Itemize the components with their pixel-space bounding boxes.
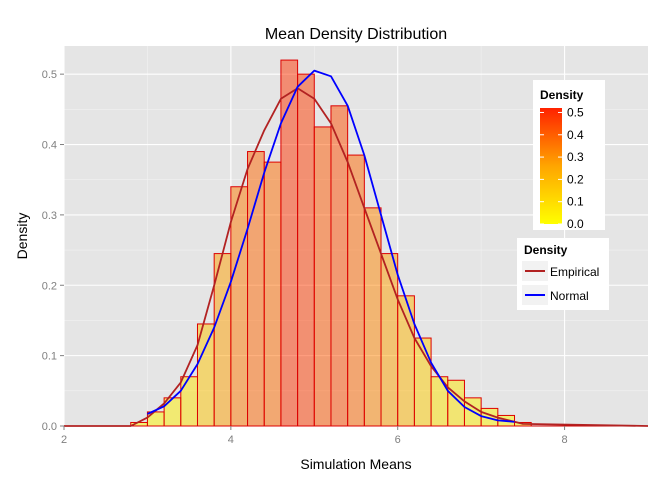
line-legend-title: Density bbox=[524, 243, 568, 257]
legend-label-normal: Normal bbox=[550, 289, 589, 303]
x-axis-title: Simulation Means bbox=[300, 456, 411, 472]
y-axis-ticks: 0.0 0.1 0.2 0.3 0.4 0.5 bbox=[42, 69, 64, 433]
histogram-bar bbox=[314, 127, 331, 426]
histogram-bar bbox=[381, 254, 398, 426]
colorbar-label: 0.4 bbox=[567, 128, 584, 142]
x-tick-label: 8 bbox=[562, 434, 568, 446]
histogram-bar bbox=[364, 208, 381, 426]
histogram-bar bbox=[248, 152, 265, 426]
histogram-bar bbox=[147, 412, 164, 426]
histogram-bar bbox=[231, 187, 248, 426]
histogram-bar bbox=[164, 398, 181, 426]
legend-label-empirical: Empirical bbox=[550, 265, 599, 279]
y-axis-title: Density bbox=[14, 213, 30, 260]
x-axis-ticks: 2 4 6 8 bbox=[61, 426, 568, 446]
y-tick-label: 0.0 bbox=[42, 421, 57, 433]
line-legend: Density Empirical Normal bbox=[517, 238, 609, 310]
colorbar-label: 0.1 bbox=[567, 195, 584, 209]
chart-title: Mean Density Distribution bbox=[265, 26, 447, 43]
histogram-bar bbox=[281, 60, 298, 426]
x-tick-label: 2 bbox=[61, 434, 67, 446]
fill-legend-title: Density bbox=[540, 88, 584, 102]
histogram-bar bbox=[298, 74, 315, 426]
histogram-bar bbox=[448, 380, 465, 426]
histogram-bar bbox=[181, 377, 198, 426]
y-tick-label: 0.5 bbox=[42, 69, 57, 81]
colorbar-label: 0.3 bbox=[567, 150, 584, 164]
y-tick-label: 0.2 bbox=[42, 280, 57, 292]
colorbar-label: 0.5 bbox=[567, 105, 584, 119]
histogram-bar bbox=[264, 162, 281, 426]
y-tick-label: 0.3 bbox=[42, 210, 57, 222]
colorbar-label: 0.2 bbox=[567, 172, 584, 186]
histogram-bar bbox=[331, 106, 348, 426]
x-tick-label: 6 bbox=[395, 434, 401, 446]
x-tick-label: 4 bbox=[228, 434, 234, 446]
histogram-bar bbox=[348, 155, 365, 426]
histogram-bar bbox=[214, 254, 231, 426]
fill-legend: Density 0.5 0.4 0.3 0.2 0.1 0.0 bbox=[533, 80, 605, 231]
fill-legend-colorbar bbox=[540, 108, 562, 224]
colorbar-label: 0.0 bbox=[567, 217, 584, 231]
y-tick-label: 0.1 bbox=[42, 351, 57, 363]
y-tick-label: 0.4 bbox=[42, 140, 57, 152]
